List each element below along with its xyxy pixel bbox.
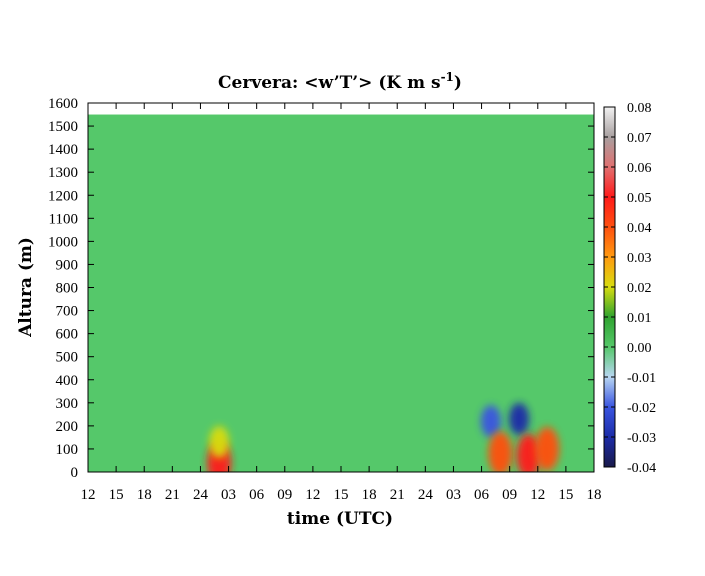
y-tick-label: 300 — [56, 396, 79, 412]
heatmap-feature-5 — [516, 433, 541, 472]
y-tick-label: 700 — [56, 304, 79, 320]
y-tick-label: 1100 — [49, 211, 78, 227]
x-tick-label: 12 — [81, 487, 96, 503]
colorbar: 0.08 0.07 0.06 0.05 0.04 0.03 0.02 0.01 0.00 -0.0… — [603, 101, 656, 476]
colorbar-tick-label: -0.04 — [627, 461, 656, 476]
x-tick-label: 03 — [221, 487, 236, 503]
x-tick-label: 24 — [193, 487, 209, 503]
colorbar-tick-label: 0.00 — [627, 341, 652, 356]
heatmap-feature-4 — [509, 402, 530, 435]
heatmap-background — [88, 114, 594, 472]
y-tick-label: 1000 — [48, 234, 78, 250]
x-tick-label: 09 — [502, 487, 517, 503]
y-tick-label: 400 — [56, 373, 79, 389]
y-tick-label: 900 — [56, 257, 79, 273]
y-axis-title: Altura (m) — [16, 237, 36, 338]
y-tick-label: 500 — [56, 350, 79, 366]
heatmap-feature-6 — [535, 426, 560, 471]
chart-title-superscript: -1 — [441, 70, 454, 84]
x-tick-label: 15 — [109, 487, 124, 503]
y-tick-label: 100 — [56, 442, 79, 458]
x-tick-label: 18 — [362, 487, 377, 503]
plot-area — [88, 114, 594, 472]
colorbar-tick-label: -0.01 — [627, 371, 656, 386]
colorbar-tick-label: -0.03 — [627, 431, 656, 446]
colorbar-tick-label: 0.06 — [627, 161, 652, 176]
colorbar-tick-label: 0.08 — [627, 101, 652, 116]
y-tick-label: 1400 — [48, 142, 78, 158]
x-tick-label: 09 — [277, 487, 292, 503]
heatmap-feature-3 — [488, 431, 513, 472]
x-tick-label: 12 — [530, 487, 545, 503]
colorbar-tick-label: -0.02 — [627, 401, 656, 416]
chart-title: Cervera: <w’T’> (K m s-1) — [218, 70, 462, 93]
y-tick-label: 1300 — [48, 165, 78, 181]
x-tick-label: 24 — [418, 487, 434, 503]
x-tick-label: 03 — [446, 487, 461, 503]
x-tick-label: 06 — [474, 487, 490, 503]
colorbar-tick-label: 0.01 — [627, 311, 652, 326]
y-tick-label: 200 — [56, 419, 79, 435]
x-tick-label: 15 — [558, 487, 573, 503]
x-axis: 12 15 18 21 24 03 06 09 12 15 18 21 24 03 06 09 12 15 18 — [81, 103, 602, 503]
heatmap-feature-1 — [209, 426, 230, 459]
x-tick-label: 15 — [334, 487, 349, 503]
colorbar-tick-label: 0.07 — [627, 131, 652, 146]
colorbar-tick-label: 0.04 — [627, 221, 652, 236]
heatmap-feature-2 — [480, 405, 501, 438]
y-tick-label: 600 — [56, 327, 79, 343]
y-axis: 0 100 200 300 400 500 600 700 800 900 1000 1100 1200… — [48, 96, 594, 481]
x-tick-label: 21 — [165, 487, 180, 503]
y-tick-label: 1200 — [48, 188, 78, 204]
x-tick-label: 18 — [587, 487, 602, 503]
x-tick-label: 21 — [390, 487, 405, 503]
y-tick-label: 0 — [71, 465, 79, 481]
y-tick-label: 1600 — [48, 96, 78, 112]
colorbar-tick-label: 0.03 — [627, 251, 652, 266]
x-tick-label: 12 — [305, 487, 320, 503]
x-tick-label: 18 — [137, 487, 152, 503]
x-axis-title: time (UTC) — [287, 509, 393, 529]
colorbar-tick-label: 0.02 — [627, 281, 652, 296]
colorbar-tick-label: 0.05 — [627, 191, 652, 206]
y-tick-label: 1500 — [48, 119, 78, 135]
y-tick-label: 800 — [56, 281, 79, 297]
x-tick-label: 06 — [249, 487, 265, 503]
